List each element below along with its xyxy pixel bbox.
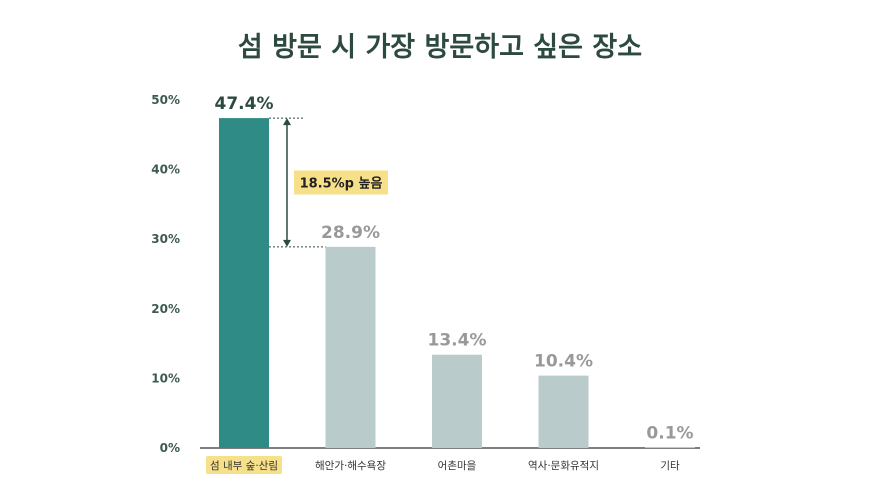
value-label: 28.9% <box>321 223 380 243</box>
category-label: 역사·문화유적지 <box>528 460 599 472</box>
chart-title: 섬 방문 시 가장 방문하고 싶은 장소 <box>238 32 642 63</box>
bar <box>538 375 589 448</box>
value-labels: 47.4% 28.9% 13.4% 10.4% 0.1% <box>215 94 694 443</box>
bars <box>219 118 695 448</box>
annotation-badge <box>294 170 388 195</box>
arrow-head-down <box>283 239 291 247</box>
arrow-head-up <box>283 118 291 126</box>
category-label: 기타 <box>660 460 680 472</box>
y-tick-label: 30% <box>151 232 180 246</box>
category-highlight-bg <box>206 456 282 474</box>
value-label: 13.4% <box>428 331 487 351</box>
annotation-text: 18.5%p 높음 <box>300 175 383 191</box>
bar <box>645 447 695 448</box>
y-tick-label: 50% <box>151 93 180 107</box>
y-tick-label: 0% <box>160 441 180 455</box>
bar <box>219 118 269 448</box>
difference-annotation: 18.5%p 높음 <box>269 117 388 248</box>
y-axis: 0% 10% 20% 30% 40% 50% <box>151 93 180 455</box>
y-tick-label: 20% <box>151 302 180 316</box>
value-label: 10.4% <box>534 352 593 372</box>
bar <box>325 246 376 448</box>
category-label: 해안가·해수욕장 <box>315 459 386 472</box>
bar <box>432 354 482 448</box>
y-tick-label: 40% <box>151 163 180 177</box>
category-labels: 섬 내부 숲·산림 해안가·해수욕장 어촌마을 역사·문화유적지 기타 <box>206 456 680 474</box>
category-label: 섬 내부 숲·산림 <box>210 460 278 472</box>
value-label: 47.4% <box>215 94 274 114</box>
value-label: 0.1% <box>646 423 693 443</box>
y-tick-label: 10% <box>151 371 180 385</box>
category-label: 어촌마을 <box>438 460 477 472</box>
